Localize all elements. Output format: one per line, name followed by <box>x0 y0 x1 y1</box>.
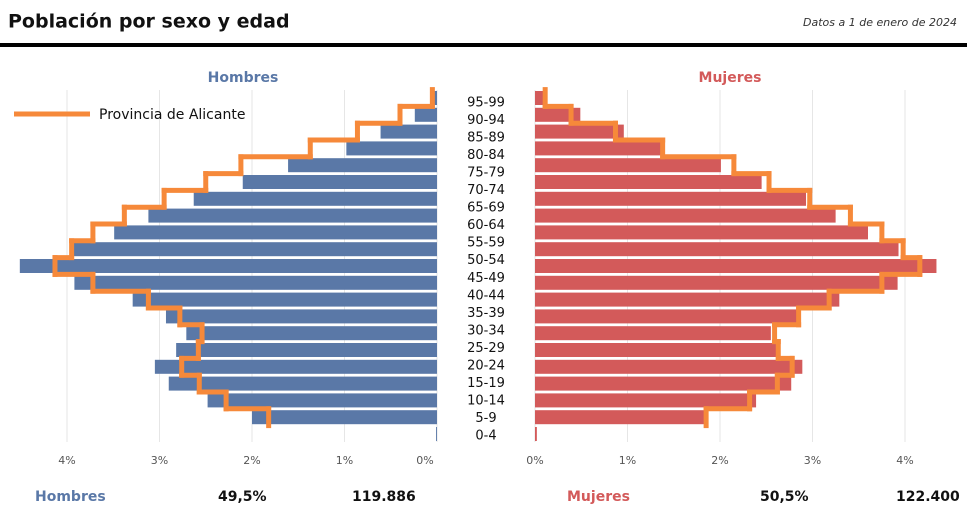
bar <box>535 124 624 139</box>
x-tick-label: 1% <box>336 454 353 467</box>
bar <box>414 107 437 122</box>
x-tick-label: 1% <box>619 454 636 467</box>
bar <box>154 359 437 374</box>
bar <box>165 309 437 324</box>
age-label: 5-9 <box>475 411 496 426</box>
bar <box>242 175 437 189</box>
x-tick-label: 4% <box>58 454 75 467</box>
age-label: 50-54 <box>467 253 505 268</box>
age-label: 70-74 <box>467 183 505 198</box>
bar <box>535 141 663 156</box>
bar <box>535 208 836 223</box>
bar <box>346 141 437 156</box>
summary-total: 119.886 <box>352 489 416 505</box>
age-label: 45-49 <box>467 271 505 286</box>
bar <box>74 275 438 290</box>
bar <box>193 191 437 206</box>
title: Población por sexo y edad <box>8 11 290 33</box>
title-rule <box>0 43 967 47</box>
bar <box>535 427 537 441</box>
bar <box>535 309 799 324</box>
bar <box>114 225 438 240</box>
age-label: 85-89 <box>467 131 505 146</box>
x-tick-label: 0% <box>416 454 433 467</box>
bar <box>132 292 438 307</box>
bar <box>71 242 437 257</box>
bar <box>535 410 705 425</box>
bar <box>535 242 899 257</box>
panel-title: Hombres <box>208 70 279 86</box>
bar <box>535 292 840 307</box>
summary-label: Hombres <box>35 489 106 505</box>
bar <box>535 393 757 408</box>
bar <box>535 275 898 290</box>
bar <box>535 343 781 357</box>
bar <box>288 158 437 173</box>
age-label: 40-44 <box>467 288 505 303</box>
x-tick-label: 3% <box>804 454 821 467</box>
age-label: 90-94 <box>467 113 505 128</box>
x-tick-label: 2% <box>711 454 728 467</box>
bar <box>535 359 803 374</box>
bar <box>207 393 437 408</box>
age-label: 95-99 <box>467 96 505 111</box>
legend-label: Provincia de Alicante <box>99 107 245 123</box>
x-tick-label: 2% <box>243 454 260 467</box>
x-tick-label: 4% <box>896 454 913 467</box>
age-label: 80-84 <box>467 148 505 163</box>
age-label: 15-19 <box>467 376 505 391</box>
bar <box>186 326 437 341</box>
bar <box>535 175 762 189</box>
bar <box>535 259 937 273</box>
summary-percent: 50,5% <box>760 489 809 505</box>
age-label: 30-34 <box>467 323 505 338</box>
panel-title: Mujeres <box>699 70 762 86</box>
bar <box>168 376 437 391</box>
bar <box>148 208 437 223</box>
summary-label: Mujeres <box>567 489 630 505</box>
summary-percent: 49,5% <box>218 489 267 505</box>
age-label: 60-64 <box>467 218 505 233</box>
bar <box>176 343 437 357</box>
bar <box>535 326 771 341</box>
age-label: 75-79 <box>467 166 505 181</box>
bar <box>535 158 721 173</box>
age-label: 10-14 <box>467 393 505 408</box>
age-label: 65-69 <box>467 201 505 216</box>
bar <box>535 225 868 240</box>
summary-total: 122.400 <box>896 489 960 505</box>
age-label: 20-24 <box>467 358 505 373</box>
bar <box>436 427 437 441</box>
age-label: 55-59 <box>467 236 505 251</box>
x-tick-label: 3% <box>151 454 168 467</box>
bar <box>252 410 437 425</box>
bar <box>535 376 792 391</box>
x-tick-label: 0% <box>526 454 543 467</box>
age-label: 0-4 <box>475 429 496 444</box>
date-note: Datos a 1 de enero de 2024 <box>803 16 957 29</box>
bar <box>535 191 807 206</box>
age-label: 35-39 <box>467 306 505 321</box>
bar <box>380 124 437 139</box>
bar <box>535 91 547 105</box>
bar <box>19 259 437 273</box>
age-label: 25-29 <box>467 341 505 356</box>
